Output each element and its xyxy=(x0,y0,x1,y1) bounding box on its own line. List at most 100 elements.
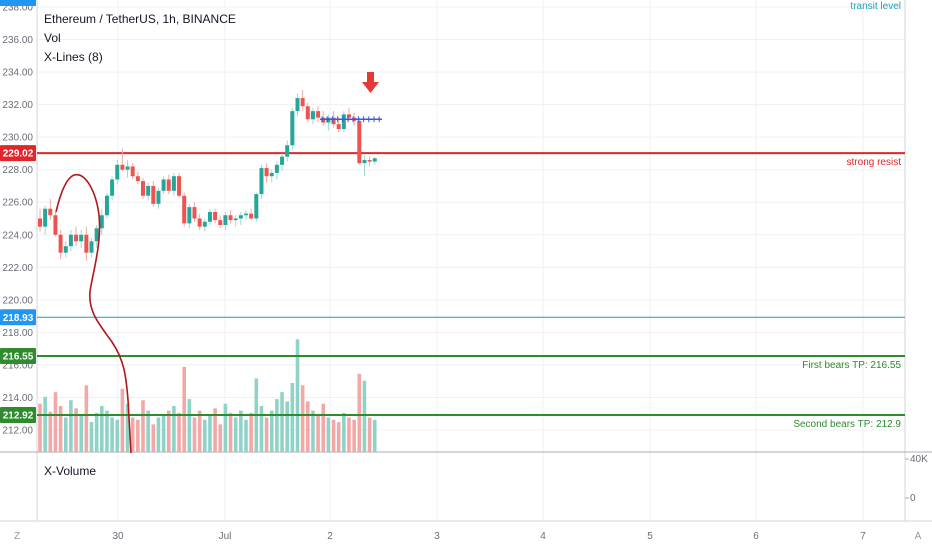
volume-bar xyxy=(156,417,161,452)
candle xyxy=(367,156,372,167)
volume-bar xyxy=(48,411,53,452)
candle-body xyxy=(89,241,94,253)
horizontal-line-label: Second bears TP: 212.9 xyxy=(793,419,901,430)
volume-bar xyxy=(259,406,264,452)
price-tick-label: 216.00 xyxy=(2,360,33,371)
volume-bar xyxy=(372,419,377,452)
volume-bar xyxy=(69,400,73,452)
volume-bar xyxy=(233,417,238,452)
volume-bar xyxy=(120,388,125,452)
zoom-button[interactable]: Z xyxy=(14,531,20,542)
candle xyxy=(202,218,207,232)
price-tick-label: 238.00 xyxy=(2,3,33,14)
price-label-badge: 229.02 xyxy=(0,145,36,162)
candle-body xyxy=(115,164,120,180)
candle xyxy=(187,203,192,229)
candle xyxy=(151,181,156,208)
chart-title: Ethereum / TetherUS, 1h, BINANCE xyxy=(44,12,236,26)
price-label-text: 218.93 xyxy=(3,313,34,324)
volume-tick-label: 0 xyxy=(910,493,916,504)
candle-body xyxy=(171,176,176,191)
price-tick-label: 224.00 xyxy=(2,230,33,241)
candle-body xyxy=(104,195,109,216)
volume-bar xyxy=(146,410,150,452)
candle-body xyxy=(228,215,233,221)
candle xyxy=(79,229,84,248)
candle xyxy=(94,225,99,248)
candle xyxy=(156,187,161,209)
price-tick-label: 212.00 xyxy=(2,426,33,437)
candle xyxy=(336,117,341,133)
candle xyxy=(274,161,279,180)
candle xyxy=(249,208,254,221)
candle-body xyxy=(238,215,243,219)
volume-bar xyxy=(110,417,114,452)
volume-bar xyxy=(239,410,243,452)
volume-bar xyxy=(79,415,83,452)
volume-bar xyxy=(203,419,207,452)
price-label-box xyxy=(0,347,36,364)
candle xyxy=(372,156,377,165)
volume-bar xyxy=(197,410,202,452)
candle-body xyxy=(290,111,295,146)
candle-body xyxy=(130,166,135,177)
time-tick-label: 4 xyxy=(540,531,546,542)
candle-body xyxy=(63,246,68,253)
price-label-text: 229.02 xyxy=(3,149,34,160)
candle xyxy=(233,215,238,227)
candle-body xyxy=(151,185,156,204)
candle xyxy=(177,172,182,198)
volume-bar xyxy=(100,406,104,452)
volume-bar xyxy=(105,410,109,452)
candle-body xyxy=(372,158,377,162)
auto-scale-button[interactable]: A xyxy=(915,531,922,542)
volume-bar xyxy=(331,419,336,452)
time-tick-label: 3 xyxy=(434,531,440,542)
candle xyxy=(310,107,315,125)
candle-body xyxy=(125,166,130,170)
candle xyxy=(285,140,290,162)
volume-bar xyxy=(367,417,372,452)
volume-bar xyxy=(290,383,295,452)
candle-body xyxy=(141,181,145,196)
volume-bar xyxy=(74,408,78,452)
candle xyxy=(244,210,248,221)
candle-body xyxy=(38,218,42,227)
price-tick-label: 236.00 xyxy=(2,35,33,46)
candle xyxy=(68,229,73,252)
candle-body xyxy=(341,114,346,130)
candle-body xyxy=(321,117,326,123)
candle xyxy=(341,111,346,133)
volume-bar xyxy=(285,401,289,452)
study-xlines: X-Lines (8) xyxy=(44,50,103,64)
candle-body xyxy=(305,106,310,120)
candle xyxy=(84,226,89,261)
volume-bar xyxy=(352,419,356,452)
volume-bar xyxy=(295,339,300,452)
volume-bar xyxy=(187,399,192,452)
candle xyxy=(223,211,228,230)
candle-body xyxy=(233,218,238,221)
volume-bar xyxy=(208,415,212,452)
candle-body xyxy=(218,220,223,226)
volume-bar xyxy=(43,396,47,452)
candle xyxy=(63,241,68,258)
x-lines-drawing xyxy=(320,116,382,123)
candle-body xyxy=(177,176,182,196)
price-label-badge: 216.55 xyxy=(0,347,36,364)
volume-tick-label: 40K xyxy=(910,454,928,465)
price-label-box xyxy=(0,145,36,162)
candle xyxy=(362,155,367,177)
volume-bar xyxy=(316,415,320,452)
candle xyxy=(259,164,264,199)
price-tick-label: 220.00 xyxy=(2,295,33,306)
candle xyxy=(207,208,212,226)
candle xyxy=(305,102,310,123)
candle-body xyxy=(192,207,197,219)
candle-body xyxy=(336,124,341,130)
volume-bar xyxy=(269,410,274,452)
volume-bar xyxy=(218,424,223,452)
candle-body xyxy=(48,208,53,216)
candle-body xyxy=(300,98,305,107)
